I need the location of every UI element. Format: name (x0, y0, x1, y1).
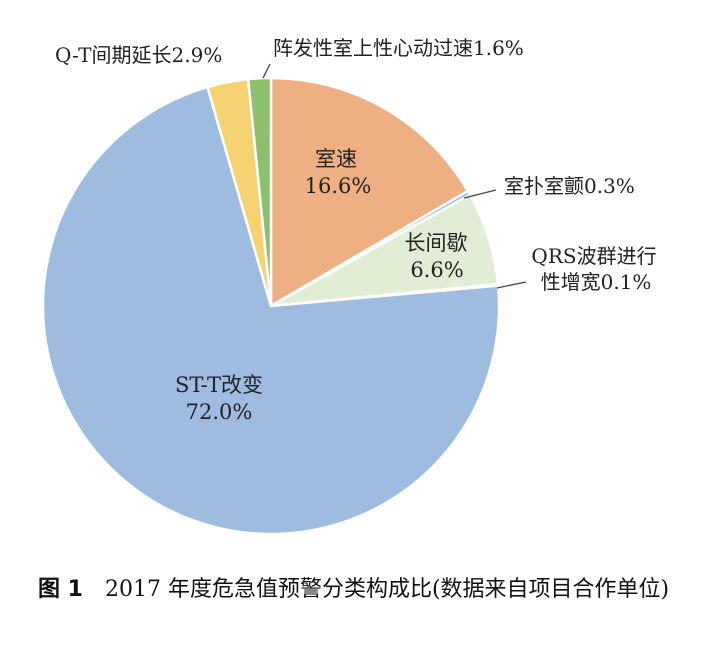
slice-vt (269, 76, 470, 308)
label-pause-name: 长间歇 (405, 231, 468, 255)
label-vt-value: 16.6% (305, 174, 372, 198)
label-psvt: 阵发性室上性心动过速1.6% (273, 36, 524, 60)
label-pause-value: 6.6% (410, 258, 463, 282)
pie-slices (41, 76, 501, 536)
figure-number: 图 1 (38, 577, 83, 602)
label-qrs-line1: QRS波群进行 (531, 244, 656, 268)
leader-line-psvt (262, 63, 271, 79)
slice-psvt (246, 76, 273, 308)
slice-stt (41, 85, 501, 536)
label-stt-name: ST-T改变 (175, 373, 263, 397)
label-qt: Q-T间期延长2.9% (55, 43, 222, 67)
figure-caption-text: 2017 年度危急值预警分类构成比(数据来自项目合作单位) (104, 577, 670, 602)
leader-line-qrs (496, 281, 527, 289)
pie-chart: 室速 16.6% 室扑室颤0.3% 长间歇 6.6% QRS波群进行 性增宽0.… (41, 36, 657, 536)
leader-line-vf (463, 189, 497, 199)
label-vt-name: 室速 (315, 147, 357, 171)
label-stt-value: 72.0% (186, 400, 253, 424)
label-vf: 室扑室颤0.3% (504, 174, 635, 198)
label-qrs-line2: 性增宽0.1% (541, 270, 652, 294)
figure-caption: 图 1 2017 年度危急值预警分类构成比(数据来自项目合作单位) (38, 568, 688, 612)
